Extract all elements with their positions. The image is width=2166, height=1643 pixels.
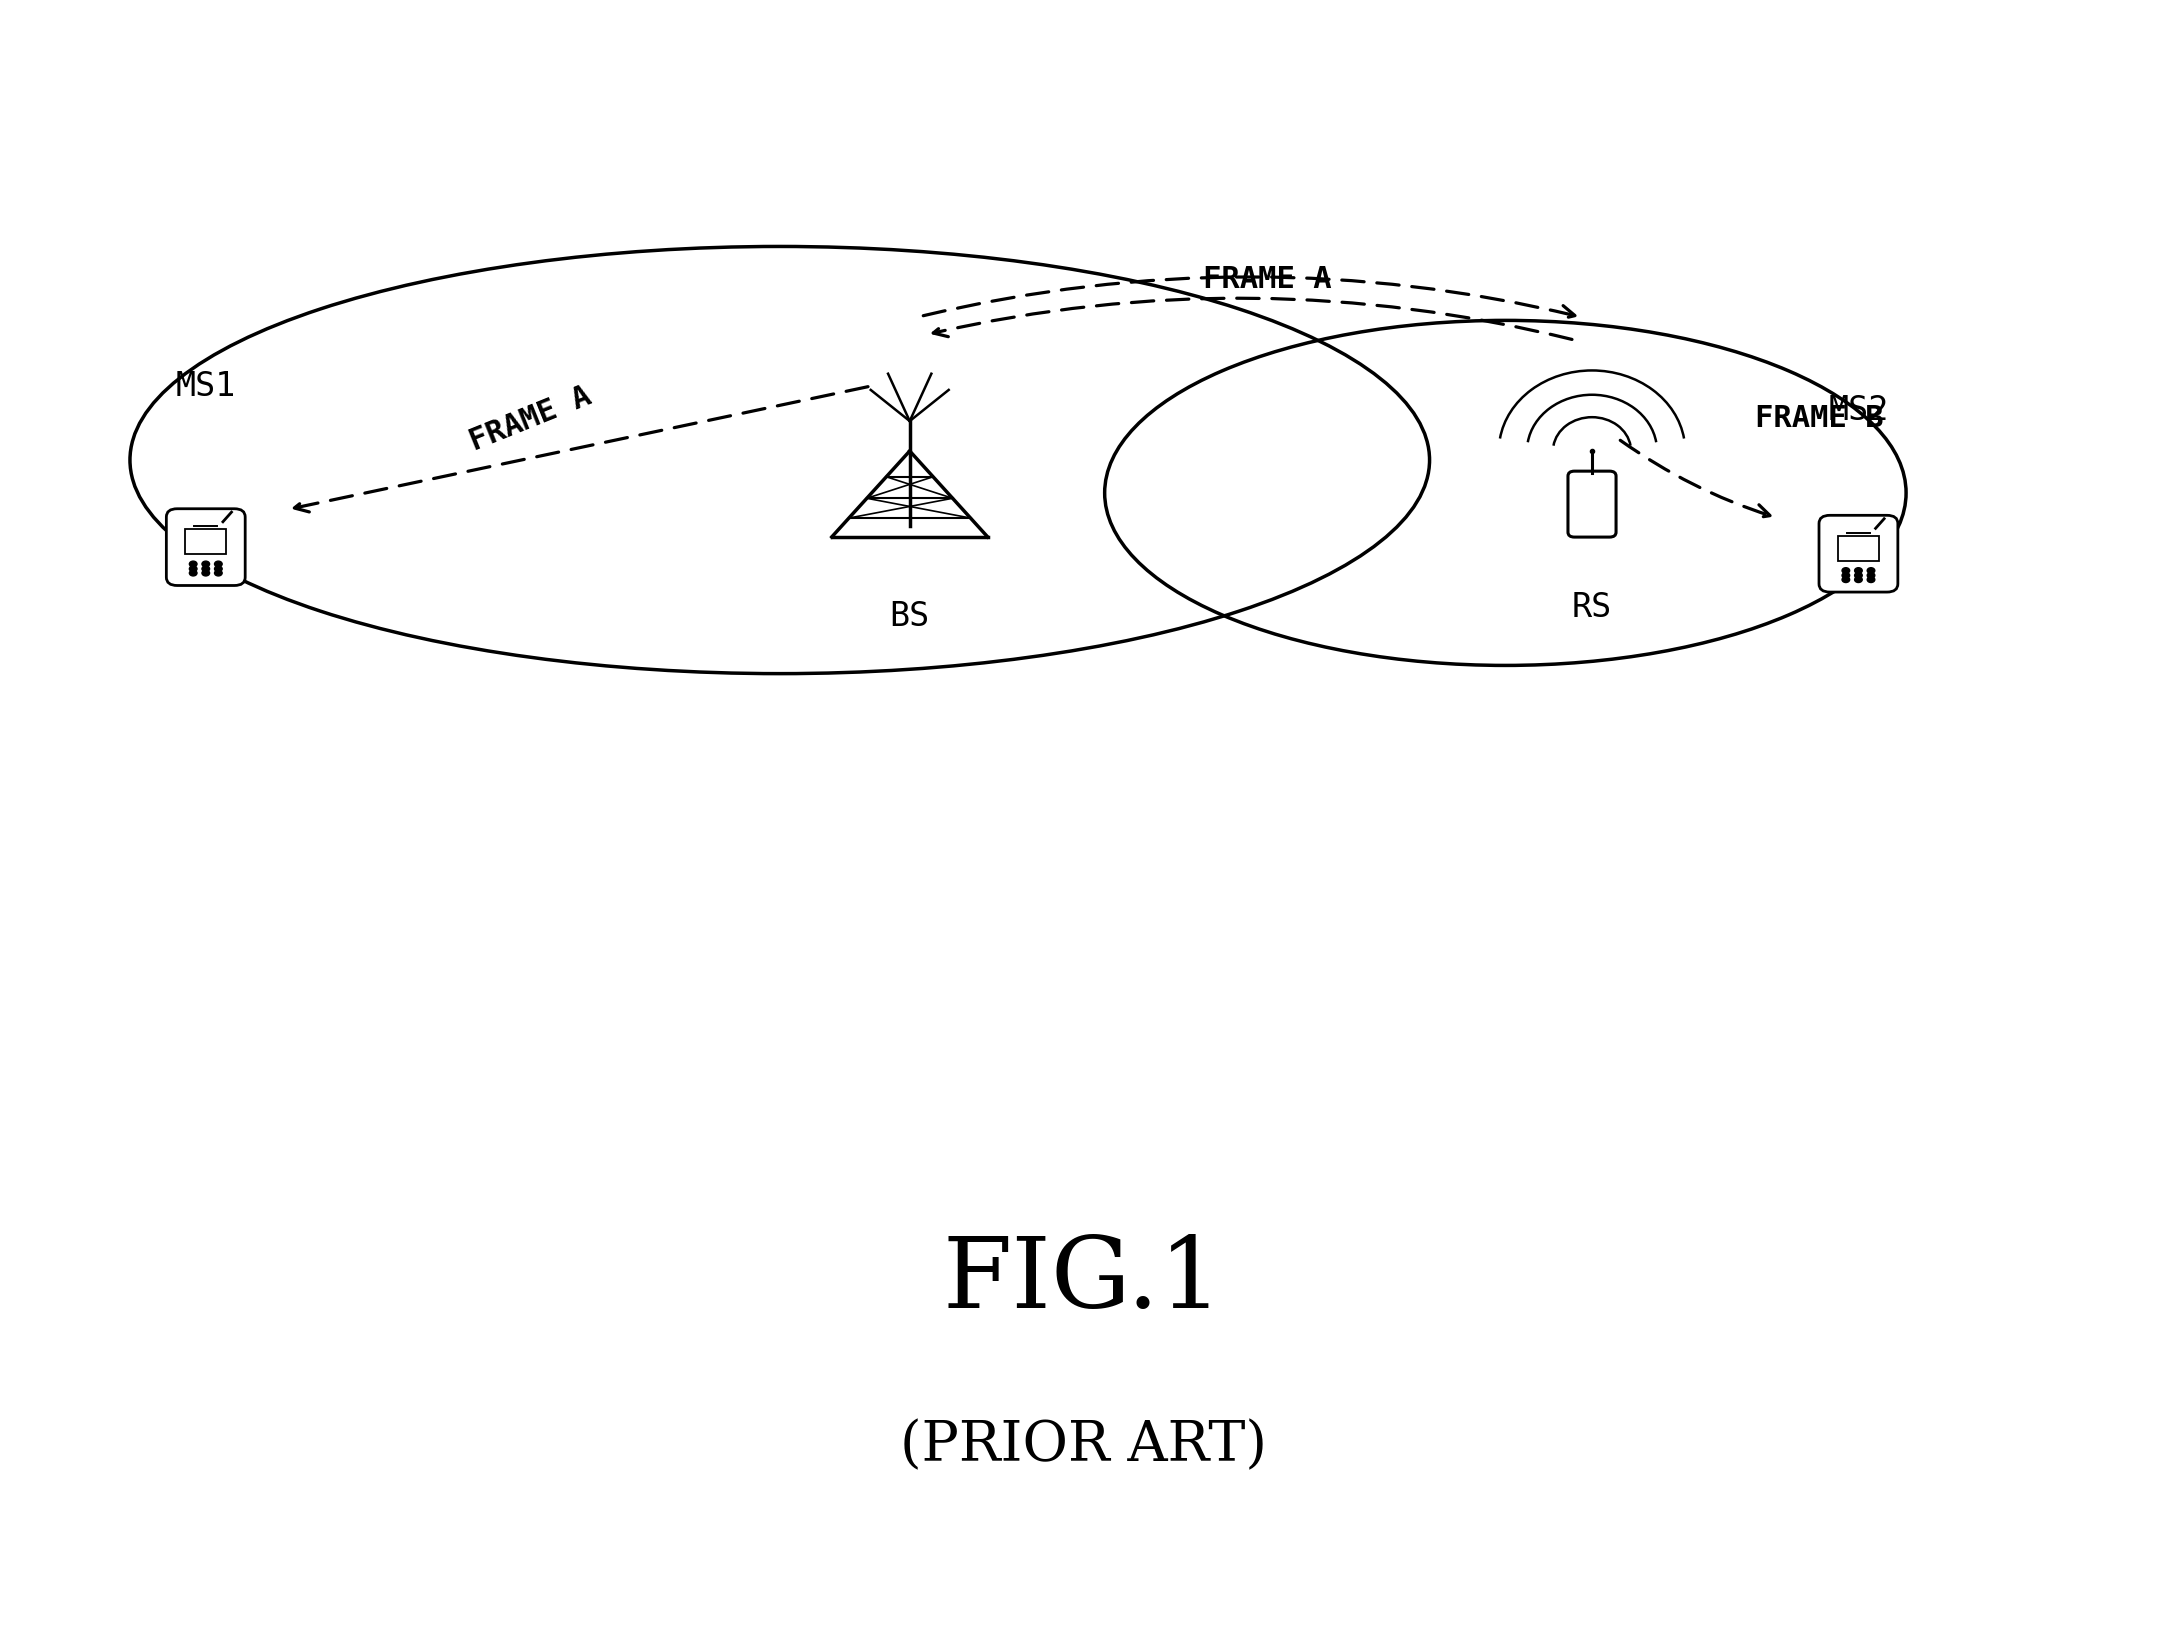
- Text: FRAME A: FRAME A: [1202, 265, 1332, 294]
- Text: MS1: MS1: [175, 370, 236, 403]
- Circle shape: [1867, 572, 1876, 578]
- Circle shape: [1867, 577, 1876, 583]
- FancyBboxPatch shape: [1568, 472, 1616, 537]
- Text: FRAME B: FRAME B: [1754, 404, 1884, 434]
- Text: MS2: MS2: [1828, 394, 1889, 427]
- Circle shape: [1841, 572, 1850, 578]
- Circle shape: [201, 565, 210, 572]
- Circle shape: [1841, 568, 1850, 573]
- FancyBboxPatch shape: [1819, 516, 1897, 591]
- FancyBboxPatch shape: [184, 529, 227, 554]
- Circle shape: [188, 562, 197, 567]
- Circle shape: [214, 562, 223, 567]
- Circle shape: [1841, 577, 1850, 583]
- Circle shape: [188, 565, 197, 572]
- Circle shape: [1854, 572, 1863, 578]
- Text: FIG.1: FIG.1: [942, 1234, 1224, 1329]
- Text: RS: RS: [1573, 591, 1612, 624]
- Circle shape: [214, 570, 223, 577]
- Text: FRAME A: FRAME A: [466, 381, 596, 457]
- FancyBboxPatch shape: [1837, 536, 1880, 560]
- Circle shape: [201, 562, 210, 567]
- Text: BS: BS: [890, 600, 929, 633]
- FancyBboxPatch shape: [167, 509, 245, 585]
- Circle shape: [1867, 568, 1876, 573]
- Circle shape: [1854, 568, 1863, 573]
- Circle shape: [1854, 577, 1863, 583]
- Circle shape: [214, 565, 223, 572]
- Circle shape: [201, 570, 210, 577]
- Text: (PRIOR ART): (PRIOR ART): [899, 1418, 1267, 1474]
- Circle shape: [188, 570, 197, 577]
